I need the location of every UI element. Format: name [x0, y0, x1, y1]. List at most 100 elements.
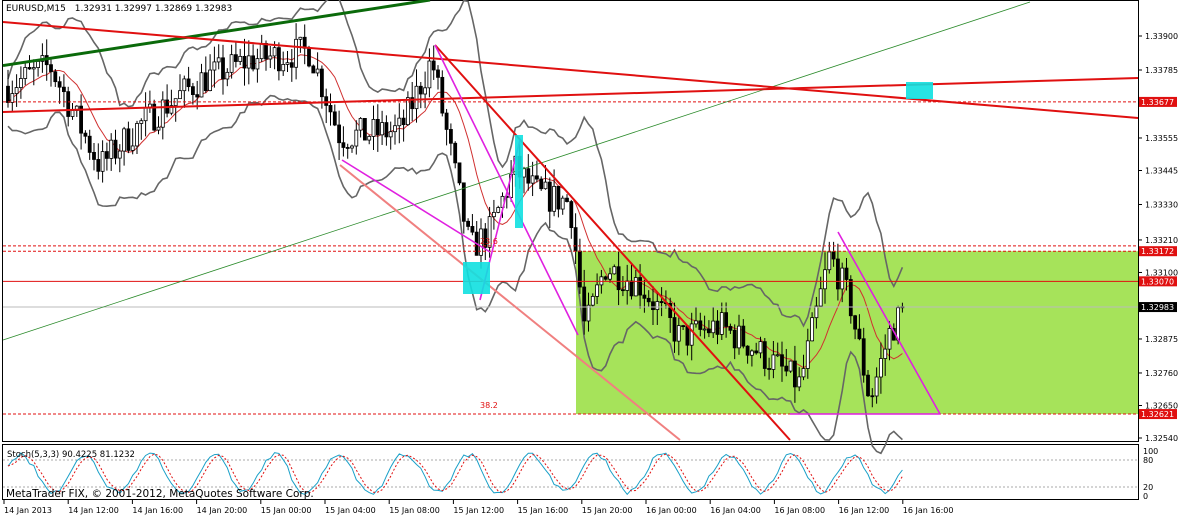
- candle-body: [448, 129, 453, 144]
- price-label-box: [1139, 409, 1177, 420]
- time-label: 14 Jan 20:00: [197, 506, 248, 515]
- fan-magenta-4: [837, 231, 941, 415]
- candle-body: [126, 128, 131, 151]
- candle-body: [586, 304, 591, 322]
- candle-body: [487, 216, 492, 248]
- candle-body: [276, 47, 281, 72]
- candle-body: [246, 55, 251, 69]
- candle-body: [655, 301, 660, 311]
- candle-body: [694, 320, 698, 325]
- candle-body: [242, 55, 247, 69]
- candle-body: [479, 228, 483, 256]
- candle-body: [896, 307, 900, 341]
- fib-label: 23.6: [480, 237, 498, 246]
- candle-body: [788, 360, 793, 372]
- price-tick-label: 1.32875: [1145, 335, 1178, 344]
- candle-body: [212, 61, 217, 71]
- candle-body: [130, 145, 135, 151]
- candle-body: [603, 276, 608, 280]
- candle-body: [646, 297, 651, 303]
- candle-body: [53, 71, 58, 83]
- stoch-tick-label: 20: [1143, 483, 1153, 492]
- candle-body: [810, 317, 814, 342]
- candle-body: [672, 317, 677, 342]
- candle-body: [461, 182, 466, 222]
- candle-body: [707, 328, 711, 334]
- time-label: 15 Jan 08:00: [389, 506, 440, 515]
- candle-body: [887, 328, 892, 350]
- candle-body: [341, 142, 346, 148]
- candle-body: [410, 97, 415, 110]
- candle-body: [629, 280, 634, 297]
- candle-body: [113, 139, 118, 159]
- stoch-tick-label: 100: [1143, 447, 1158, 456]
- candle-body: [767, 368, 771, 370]
- candle-body: [728, 326, 733, 331]
- price-label: 1.33172: [1141, 247, 1174, 256]
- candle-body: [535, 175, 539, 180]
- price-tick-label: 1.33100: [1145, 268, 1178, 277]
- time-label: 14 Jan 2013: [4, 506, 52, 515]
- candle-body: [397, 117, 402, 127]
- candle-body: [565, 197, 569, 202]
- candle-body: [143, 107, 148, 122]
- candle-body: [659, 301, 664, 304]
- candle-body: [14, 87, 19, 94]
- candle-body: [457, 162, 462, 184]
- candle-layer: [6, 23, 905, 408]
- price-tick-label: 1.33785: [1145, 66, 1178, 75]
- candle-body: [547, 181, 552, 212]
- candle-body: [651, 301, 655, 311]
- fib-label: 38.2: [480, 401, 498, 410]
- candle-body: [827, 251, 832, 271]
- candle-body: [255, 58, 260, 70]
- candle-body: [836, 258, 840, 290]
- price-tick-label: 1.32540: [1145, 434, 1178, 443]
- candle-body: [857, 328, 862, 340]
- price-tick-label: 1.33330: [1145, 200, 1178, 209]
- candle-body: [62, 86, 66, 93]
- candle-body: [36, 61, 40, 68]
- candle-body: [328, 105, 333, 113]
- candle-body: [814, 305, 819, 319]
- candle-body: [87, 135, 92, 153]
- symbol-title: EURUSD,M15: [6, 4, 66, 14]
- candle-body: [10, 93, 15, 103]
- candle-body: [23, 67, 28, 79]
- candle-body: [332, 111, 337, 126]
- candle-body: [427, 60, 432, 89]
- candle-body: [169, 105, 174, 114]
- copyright-text: MetaTrader FIX, © 2001-2012, MetaQuotes …: [6, 488, 314, 500]
- candle-body: [750, 350, 754, 356]
- candle-body: [556, 185, 561, 210]
- price-label: 1.33070: [1141, 277, 1174, 286]
- candle-body: [31, 67, 36, 70]
- candle-body: [719, 312, 724, 335]
- candle-body: [818, 288, 823, 307]
- candle-body: [582, 286, 587, 322]
- candle-body: [139, 120, 144, 124]
- candle-body: [552, 185, 556, 212]
- price-tick-label: 1.33445: [1145, 166, 1178, 175]
- candle-body: [805, 340, 810, 369]
- fan-magenta-2: [341, 159, 491, 253]
- candle-body: [345, 147, 350, 149]
- stoch-tick-label: 80: [1143, 456, 1153, 465]
- time-label: 15 Jan 20:00: [582, 506, 633, 515]
- candle-body: [642, 294, 647, 299]
- candle-body: [621, 289, 625, 292]
- candle-body: [754, 350, 759, 354]
- candle-body: [831, 251, 836, 260]
- candle-body: [737, 325, 741, 349]
- candle-body: [848, 279, 853, 317]
- candle-body: [784, 365, 789, 372]
- candle-body: [49, 64, 53, 73]
- candle-body: [879, 358, 883, 378]
- candle-body: [195, 94, 200, 98]
- candle-body: [70, 110, 75, 117]
- candle-body: [431, 60, 436, 71]
- candle-body: [676, 325, 681, 342]
- candle-body: [358, 118, 363, 131]
- candle-body: [350, 145, 354, 149]
